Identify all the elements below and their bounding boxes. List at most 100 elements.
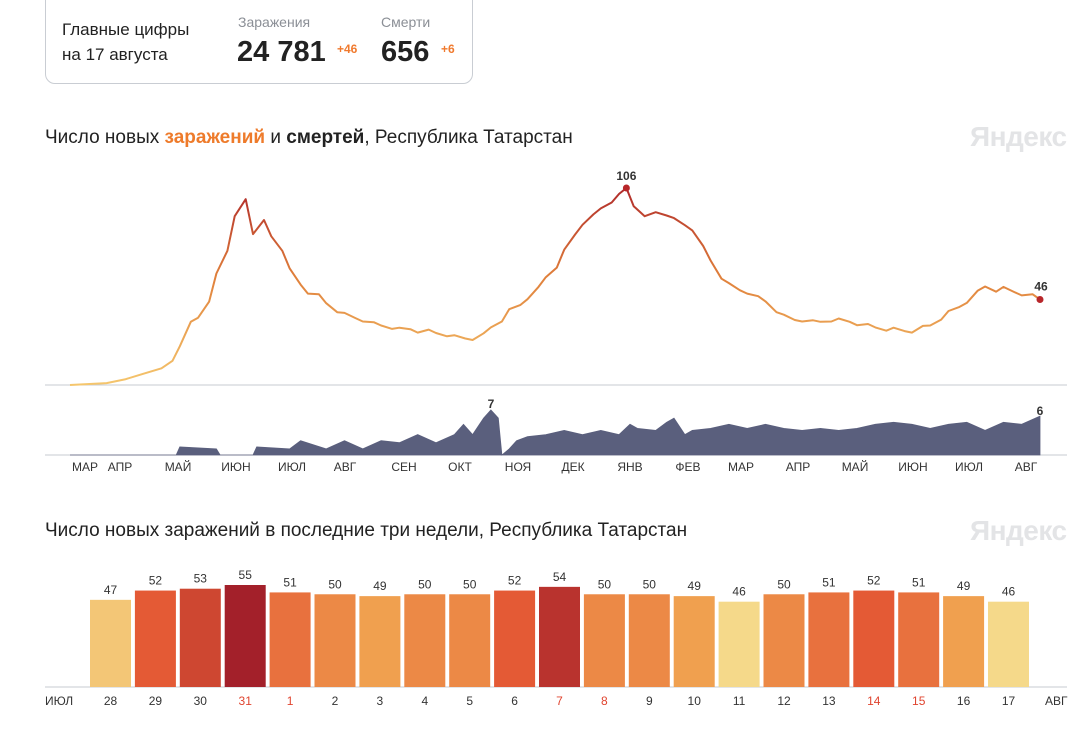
summary-title-line1: Главные цифры xyxy=(62,20,190,39)
x-tick-label: МАР xyxy=(72,460,98,474)
deaths-series-area xyxy=(70,409,1041,456)
x-tick-label: АВГ xyxy=(1015,460,1038,474)
x-tick-label: НОЯ xyxy=(505,460,531,474)
chart1-title-and: и xyxy=(265,127,287,148)
bar-month-end: АВГ xyxy=(1045,694,1068,708)
bar-6 xyxy=(494,590,536,687)
bar-category-label: 16 xyxy=(957,694,971,708)
x-tick-label: АПР xyxy=(108,460,133,474)
bar-category-label: 28 xyxy=(104,694,118,708)
x-tick-label: АПР xyxy=(786,460,811,474)
x-tick-label: ЯНВ xyxy=(617,460,642,474)
bar-category-label: 14 xyxy=(867,694,881,708)
deaths-value: 656 xyxy=(381,36,430,68)
infections-peak-dot xyxy=(622,184,630,192)
summary-title-line2: на 17 августа xyxy=(62,45,168,64)
bar-value-label: 54 xyxy=(553,570,567,584)
bar-value-label: 46 xyxy=(732,585,746,599)
bar-15 xyxy=(898,592,940,687)
bar-28 xyxy=(90,599,131,687)
bar-value-label: 53 xyxy=(194,572,208,586)
bar-category-label: 17 xyxy=(1002,694,1016,708)
bar-category-label: 9 xyxy=(646,694,653,708)
bar-13 xyxy=(808,592,850,687)
bar-category-label: 12 xyxy=(777,694,791,708)
x-tick-label: ФЕВ xyxy=(675,460,700,474)
bar-29 xyxy=(134,590,176,687)
x-tick-label: ИЮН xyxy=(221,460,250,474)
bar-value-label: 50 xyxy=(777,577,791,591)
infections-line-chart: 106 46 xyxy=(45,169,1067,386)
x-tick-label: АВГ xyxy=(334,460,357,474)
bar-12 xyxy=(763,594,805,687)
bar-8 xyxy=(583,594,625,687)
bar-value-label: 52 xyxy=(867,574,881,588)
bar-category-label: 8 xyxy=(601,694,608,708)
bar-value-label: 50 xyxy=(328,577,342,591)
bar-value-label: 49 xyxy=(688,579,702,593)
bar-chart: 47 28 52 29 53 30 55 31 51 1 50 2 49 3 50 4 50 5 52 6 54 7 50 8… xyxy=(45,568,1068,708)
x-tick-label: ОКТ xyxy=(448,460,472,474)
x-tick-label: СЕН xyxy=(391,460,416,474)
x-tick-label: ДЕК xyxy=(561,460,584,474)
deaths-peak-label: 7 xyxy=(488,397,495,411)
bar-value-label: 49 xyxy=(957,579,971,593)
infections-peak-label: 106 xyxy=(616,169,636,183)
bar-5 xyxy=(449,594,491,687)
x-tick-label: ИЮЛ xyxy=(955,460,983,474)
bar-1 xyxy=(269,592,311,687)
bar-value-label: 51 xyxy=(822,575,836,589)
x-tick-label: МАЙ xyxy=(165,459,192,474)
summary-card: Главные цифры на 17 августа Заражения 24… xyxy=(45,0,473,84)
chart1-title: Число новых заражений и смертей, Республ… xyxy=(45,127,573,149)
deaths-last-label: 6 xyxy=(1037,404,1044,418)
x-tick-label: ИЮЛ xyxy=(278,460,306,474)
chart2-title: Число новых заражений в последние три не… xyxy=(45,520,688,541)
bar-category-label: 7 xyxy=(556,694,563,708)
bar-value-label: 50 xyxy=(418,577,432,591)
bar-2 xyxy=(314,594,356,687)
bar-value-label: 50 xyxy=(598,577,612,591)
infections-value: 24 781 xyxy=(237,36,326,68)
bar-value-label: 51 xyxy=(912,575,926,589)
infections-last-label: 46 xyxy=(1034,280,1048,294)
bar-7 xyxy=(539,586,580,687)
bar-category-label: 6 xyxy=(511,694,518,708)
bar-category-label: 10 xyxy=(688,694,702,708)
bar-category-label: 1 xyxy=(287,694,294,708)
deaths-area-chart: 76 xyxy=(45,397,1067,456)
bar-category-label: 30 xyxy=(194,694,208,708)
chart1-title-suffix: , Республика Татарстан xyxy=(364,127,573,148)
chart1-title-prefix: Число новых xyxy=(45,127,165,148)
yandex-logo-top: Яндекс xyxy=(970,121,1067,152)
bar-3 xyxy=(359,596,401,687)
bar-value-label: 52 xyxy=(508,574,522,588)
infections-series-line xyxy=(69,187,1041,386)
infections-last-dot xyxy=(1036,296,1044,304)
bar-value-label: 51 xyxy=(283,575,297,589)
bar-value-label: 49 xyxy=(373,579,387,593)
summary-title: Главные цифры на 17 августа xyxy=(62,17,222,67)
bar-31 xyxy=(224,585,266,687)
bar-4 xyxy=(404,594,446,687)
bar-category-label: 15 xyxy=(912,694,926,708)
bar-17 xyxy=(988,601,1029,687)
x-tick-label: ИЮН xyxy=(898,460,927,474)
bar-16 xyxy=(943,596,985,687)
bar-9 xyxy=(628,594,670,687)
bar-category-label: 11 xyxy=(733,694,746,708)
bar-value-label: 50 xyxy=(643,577,657,591)
bar-14 xyxy=(853,590,895,687)
bar-category-label: 3 xyxy=(377,694,384,708)
bar-month-start: ИЮЛ xyxy=(45,694,73,708)
bar-category-label: 5 xyxy=(466,694,473,708)
infections-label: Заражения xyxy=(238,14,311,30)
bar-category-label: 13 xyxy=(822,694,836,708)
bar-category-label: 4 xyxy=(421,694,428,708)
bar-category-label: 2 xyxy=(332,694,339,708)
bar-11 xyxy=(718,601,760,687)
bar-value-label: 46 xyxy=(1002,585,1016,599)
bar-value-label: 55 xyxy=(239,568,253,582)
chart1-title-infections: заражений xyxy=(164,127,266,148)
